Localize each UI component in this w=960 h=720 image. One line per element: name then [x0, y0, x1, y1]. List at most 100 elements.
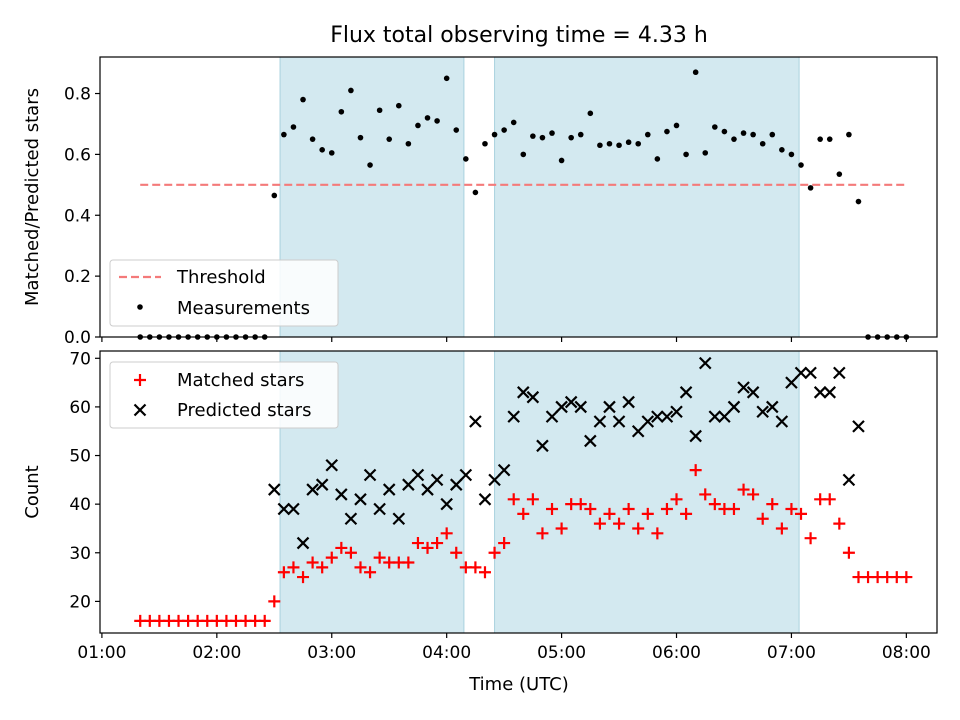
measurement-point	[616, 142, 622, 149]
matched-star-point	[660, 503, 673, 516]
matched-star-point	[297, 571, 310, 584]
bottom-shaded-regions	[279, 350, 800, 634]
predicted-star-point	[277, 502, 291, 516]
predicted-star-point	[813, 386, 827, 399]
predicted-star-point	[775, 415, 789, 428]
measurement-point	[750, 131, 756, 138]
matched-star-point	[651, 527, 664, 540]
predicted-star-point	[785, 376, 798, 389]
predicted-star-point	[833, 366, 846, 380]
predicted-star-point	[564, 395, 578, 409]
matched-star-point	[737, 483, 750, 496]
measurement-point	[673, 122, 680, 129]
measurement-point	[386, 136, 393, 142]
x-tick-label: 03:00	[307, 643, 356, 663]
y-tick-label: 20	[69, 592, 91, 612]
measurement-point	[434, 118, 440, 124]
matched-star-point	[306, 556, 319, 569]
matched-star-point	[411, 537, 424, 550]
measurement-point	[376, 107, 383, 114]
y-tick-label: 0.8	[64, 85, 91, 105]
measurement-point	[855, 198, 862, 205]
plot-frame	[99, 56, 938, 338]
predicted-star-point	[507, 410, 520, 423]
bottom-data-marks	[134, 356, 913, 627]
matched-star-point	[536, 527, 549, 540]
matched-star-point	[325, 551, 338, 564]
measurement-point	[558, 157, 565, 164]
top-y-axis-label: Matched/Predicted stars	[22, 88, 43, 306]
matched-star-point	[335, 541, 348, 554]
measurement-point	[539, 134, 546, 141]
y-tick-label: 0.4	[64, 206, 91, 226]
measurement-point	[395, 102, 402, 109]
matched-star-point	[287, 561, 300, 574]
measurement-point	[788, 151, 795, 158]
predicted-star-point	[354, 493, 367, 506]
matched-star-point	[766, 498, 779, 511]
predicted-star-point	[651, 410, 664, 423]
measurement-point	[731, 136, 737, 142]
measurement-point	[817, 136, 823, 142]
predicted-star-point	[698, 356, 712, 370]
legend-measurements-label: Measurements	[177, 298, 310, 319]
x-axis-label: Time (UTC)	[468, 674, 569, 695]
predicted-star-point	[363, 468, 377, 482]
matched-star-point	[431, 537, 444, 550]
matched-star-point	[727, 503, 740, 516]
measurement-point	[807, 185, 814, 191]
predicted-star-point	[718, 410, 731, 423]
predicted-star-point	[296, 536, 310, 550]
measurement-point	[482, 140, 488, 147]
measurement-point	[309, 136, 316, 142]
legend-predicted-swatch	[133, 403, 147, 417]
predicted-star-point	[536, 439, 549, 453]
matched-star-point	[268, 595, 281, 608]
measurement-point	[846, 131, 852, 138]
measurement-point	[587, 110, 594, 117]
predicted-star-point	[411, 468, 425, 482]
measurement-point	[281, 131, 287, 138]
legend-predicted-label: Predicted stars	[177, 400, 311, 421]
predicted-star-point	[708, 410, 722, 423]
predicted-star-point	[737, 381, 750, 394]
measurement-point	[549, 130, 555, 136]
measurement-point	[779, 147, 785, 153]
legend-matched-label: Matched stars	[177, 370, 304, 391]
predicted-star-point	[382, 483, 396, 496]
measurement-point	[300, 96, 306, 103]
matched-star-point	[316, 561, 329, 574]
predicted-star-point	[622, 395, 635, 409]
predicted-star-point	[497, 463, 511, 477]
matched-star-point	[775, 522, 788, 535]
matched-star-point	[450, 546, 463, 559]
measurement-point	[405, 140, 412, 147]
predicted-star-point	[373, 502, 386, 516]
legend-threshold-label: Threshold	[176, 267, 266, 288]
matched-star-point	[373, 551, 386, 564]
measurement-point	[759, 140, 766, 147]
matched-star-point	[546, 503, 559, 516]
matched-star-point	[364, 566, 377, 579]
predicted-star-point	[660, 410, 674, 423]
measurement-point	[463, 156, 469, 162]
measurement-point	[290, 124, 297, 130]
matched-star-point	[593, 517, 606, 530]
predicted-star-point	[593, 415, 607, 428]
measurement-point	[424, 115, 431, 121]
measurement-point	[568, 134, 574, 141]
measurement-point	[367, 162, 373, 168]
x-tick-label: 01:00	[77, 643, 126, 663]
matched-star-point	[747, 488, 760, 501]
matched-star-point	[680, 507, 693, 520]
measurement-point	[702, 150, 709, 156]
measurement-point	[606, 140, 613, 147]
predicted-star-point	[545, 410, 559, 423]
matched-star-point	[641, 507, 654, 520]
measurement-point	[338, 108, 345, 115]
bottom-legend-box	[109, 361, 339, 429]
matched-star-point	[613, 517, 626, 530]
matched-star-point	[622, 503, 635, 516]
measurement-point	[654, 156, 661, 162]
matched-star-point	[526, 493, 539, 506]
